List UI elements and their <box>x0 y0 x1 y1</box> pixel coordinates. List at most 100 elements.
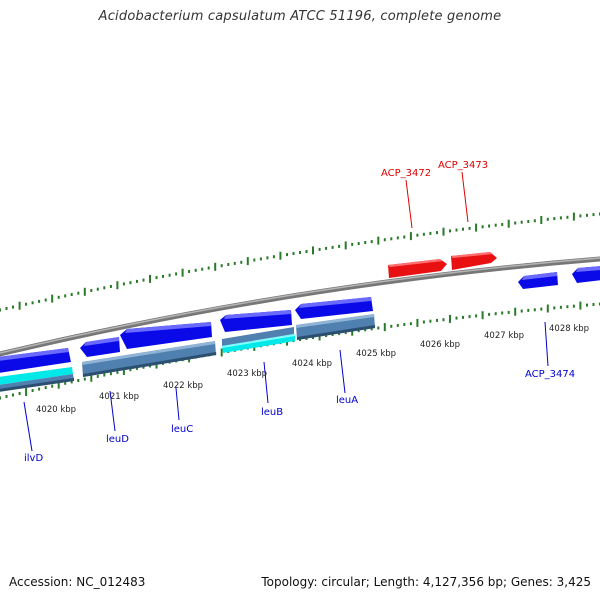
minor-tick <box>403 323 406 326</box>
minor-tick <box>338 244 341 248</box>
gene-label-leuC[interactable]: leuC <box>171 424 193 435</box>
gene-label-leuB[interactable]: leuB <box>261 407 283 418</box>
gene-label-acp3473[interactable]: ACP_3473 <box>438 160 488 171</box>
feature-leuA[interactable] <box>296 314 375 340</box>
minor-tick <box>494 312 497 316</box>
genome-summary-text: Topology: circular; Length: 4,127,356 bp… <box>261 575 591 589</box>
minor-tick <box>109 285 112 288</box>
minor-tick <box>5 307 8 310</box>
minor-tick <box>227 263 230 266</box>
gene-acp3472[interactable] <box>388 259 447 278</box>
minor-tick <box>390 237 393 241</box>
minor-tick <box>70 293 73 296</box>
minor-tick <box>520 220 523 224</box>
minor-tick <box>566 215 569 219</box>
minor-tick <box>286 253 288 257</box>
minor-tick <box>38 387 41 391</box>
minor-tick <box>357 329 360 333</box>
minor-tick <box>527 308 530 312</box>
minor-tick <box>0 396 1 400</box>
minor-tick <box>455 228 458 232</box>
minor-tick <box>57 295 60 299</box>
minor-tick <box>370 240 373 244</box>
gene-leuC[interactable] <box>120 322 212 349</box>
minor-tick <box>12 393 14 397</box>
minor-tick <box>396 236 399 240</box>
kbp-label: 4021 kbp <box>99 392 139 402</box>
gene-leuB[interactable] <box>220 310 292 332</box>
minor-tick <box>175 272 178 276</box>
feature-leuD-leuC[interactable] <box>82 341 216 377</box>
minor-tick <box>442 318 445 322</box>
minor-tick <box>377 326 380 330</box>
minor-tick <box>559 305 562 309</box>
gene-label-ilvD[interactable]: ilvD <box>24 453 43 464</box>
minor-tick <box>546 217 549 221</box>
minor-tick <box>77 379 80 382</box>
gene-next-partial[interactable] <box>572 266 600 283</box>
minor-tick <box>12 305 14 309</box>
major-tick <box>116 281 119 290</box>
minor-tick <box>331 245 334 249</box>
minor-tick <box>136 366 138 370</box>
major-tick <box>220 348 223 357</box>
minor-tick <box>488 312 491 316</box>
minor-tick <box>292 252 295 255</box>
kbp-label: 4022 kbp <box>163 381 203 391</box>
minor-tick <box>44 298 47 302</box>
gene-label-leuD[interactable]: leuD <box>106 434 129 445</box>
feature-leuB[interactable] <box>222 327 295 353</box>
feature-ilvD[interactable] <box>0 367 74 392</box>
minor-tick <box>64 381 67 385</box>
kbp-label: 4026 kbp <box>420 340 460 350</box>
minor-tick <box>436 231 438 235</box>
major-tick <box>409 232 412 241</box>
gene-label-leuA[interactable]: leuA <box>336 395 358 406</box>
minor-tick <box>468 315 471 319</box>
minor-tick <box>25 302 28 306</box>
minor-tick <box>38 299 41 303</box>
major-tick <box>351 327 354 336</box>
major-tick <box>246 257 249 266</box>
gene-leuD[interactable] <box>80 337 120 357</box>
minor-tick <box>501 223 504 226</box>
gene-label-acp3474[interactable]: ACP_3474 <box>525 369 575 380</box>
minor-tick <box>64 294 67 298</box>
minor-tick <box>103 373 106 377</box>
minor-tick <box>18 392 21 395</box>
minor-tick <box>390 324 393 328</box>
minor-tick <box>429 231 432 235</box>
major-tick <box>25 388 28 396</box>
major-tick <box>572 212 575 221</box>
minor-tick <box>136 279 138 283</box>
minor-tick <box>364 328 367 332</box>
minor-tick <box>540 307 543 311</box>
kbp-label: 4028 kbp <box>549 324 589 334</box>
minor-tick <box>240 260 243 264</box>
gene-ilvD[interactable] <box>0 348 71 373</box>
major-tick <box>279 251 282 260</box>
major-tick <box>449 314 451 323</box>
minor-tick <box>155 276 158 280</box>
minor-tick <box>51 384 54 388</box>
minor-tick <box>396 323 399 327</box>
gene-label-acp3472[interactable]: ACP_3472 <box>381 168 431 179</box>
kbp-label: 4020 kbp <box>36 405 76 415</box>
minor-tick <box>462 227 464 231</box>
major-tick <box>481 311 484 320</box>
major-tick <box>57 380 60 389</box>
minor-tick <box>129 281 132 285</box>
minor-tick <box>527 220 530 223</box>
minor-tick <box>475 314 478 318</box>
gene-leuA[interactable] <box>295 297 373 319</box>
major-tick <box>149 274 151 283</box>
minor-tick <box>403 235 406 239</box>
gene-acp3474[interactable] <box>518 272 558 289</box>
minor-tick <box>109 372 112 376</box>
major-tick <box>579 301 582 310</box>
minor-tick <box>507 310 510 314</box>
gene-acp3473[interactable] <box>451 252 497 270</box>
minor-tick <box>129 368 132 372</box>
minor-tick <box>318 247 321 251</box>
